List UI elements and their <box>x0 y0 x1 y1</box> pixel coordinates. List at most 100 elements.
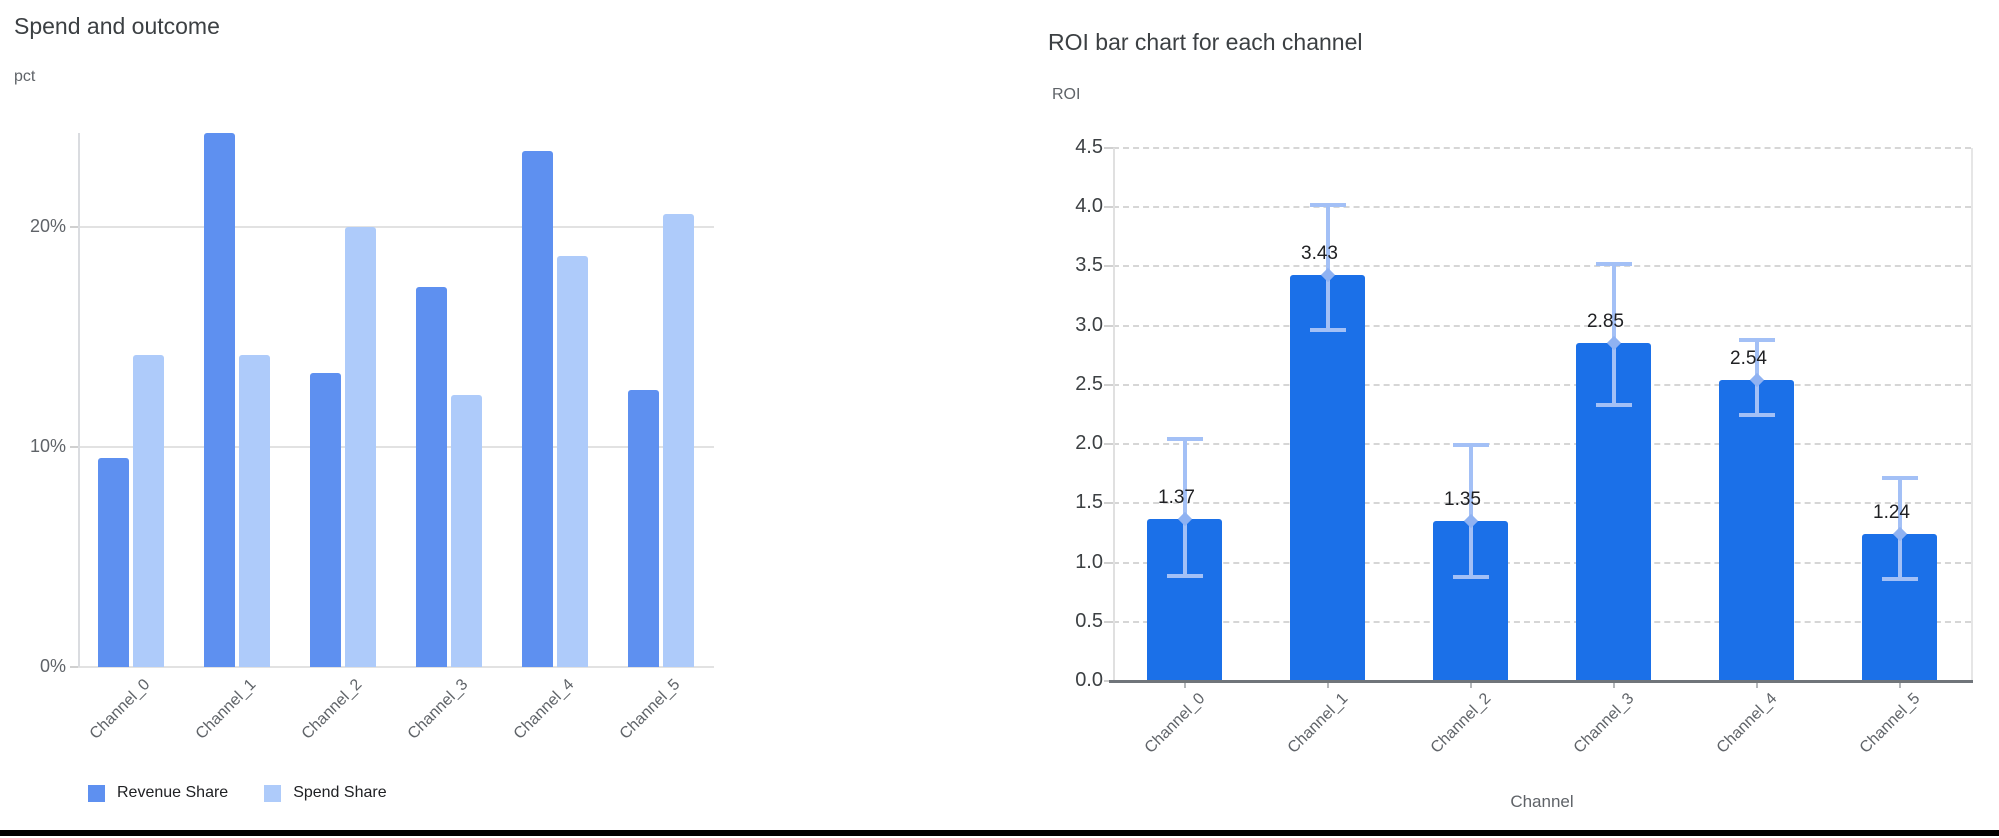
roi-bar <box>1290 274 1365 681</box>
gridline <box>1113 443 1971 446</box>
bar-value-label: 3.43 <box>1301 242 1338 264</box>
error-bar-cap-top <box>1738 337 1775 342</box>
error-bar-cap-bottom <box>1452 574 1489 579</box>
spend-outcome-chart: Spend and outcome pct 0% 10% 20% Channel_0 C… <box>0 0 740 820</box>
error-bar-cap-top <box>1881 476 1918 481</box>
error-bar-line <box>1611 264 1616 405</box>
error-bar-cap-top <box>1166 437 1203 442</box>
error-bar-cap-top <box>1595 262 1632 267</box>
spend-share-bar <box>557 256 588 667</box>
gridline <box>1113 502 1971 505</box>
x-tick-mark <box>1755 681 1758 688</box>
x-tick-mark <box>1898 681 1901 688</box>
y-axis-line <box>78 133 80 667</box>
spend-share-bar <box>451 394 482 667</box>
legend: Revenue Share Spend Share <box>88 784 387 802</box>
error-bar-line <box>1182 439 1187 576</box>
y-tick-label: 4.5 <box>1075 136 1103 158</box>
x-tick-label: Channel_0 <box>1141 690 1209 757</box>
gridline <box>78 666 714 668</box>
revenue-share-bar <box>522 150 553 667</box>
y-tick-mark <box>70 446 78 449</box>
y-tick-mark <box>1104 147 1113 149</box>
error-bar-line <box>1325 204 1330 331</box>
y-tick-label: 2.5 <box>1075 372 1103 395</box>
legend-label: Revenue Share <box>117 784 229 801</box>
gridline <box>1113 383 1971 386</box>
x-tick-label: Channel_3 <box>1570 690 1638 757</box>
y-tick-mark <box>70 226 78 229</box>
bar-value-label: 1.35 <box>1444 489 1481 511</box>
gridline <box>78 446 714 449</box>
y-tick-mark <box>1104 502 1113 505</box>
error-bar-cap-top <box>1309 202 1346 207</box>
right-chart-title: ROI bar chart for each channel <box>1048 29 1363 55</box>
gridline <box>1113 147 1971 149</box>
gridline <box>1113 561 1971 564</box>
x-tick-label: Channel_1 <box>1284 690 1352 757</box>
right-x-axis-title: Channel <box>1510 792 1574 811</box>
roi-bar <box>1719 380 1794 681</box>
window-bottom-border <box>0 830 1999 836</box>
y-tick-label: 20% <box>29 216 66 237</box>
spend-share-bar <box>345 227 376 667</box>
y-tick-label: 3.5 <box>1075 254 1103 277</box>
x-axis-line <box>1109 680 1973 683</box>
x-tick-label: Channel_2 <box>1427 690 1495 757</box>
y-tick-mark <box>1104 206 1113 209</box>
spend-share-bar <box>239 354 270 667</box>
right-y-unit-label: ROI <box>1052 86 1081 103</box>
legend-label: Spend Share <box>293 784 387 801</box>
y-tick-label: 2.0 <box>1075 432 1103 455</box>
revenue-share-bar <box>98 458 129 667</box>
y-tick-mark <box>1104 324 1113 327</box>
y-tick-mark <box>1104 680 1113 682</box>
revenue-share-bar <box>628 390 659 667</box>
x-tick-mark <box>1612 681 1615 688</box>
left-plot-area: 0% 10% 20% Channel_0 Channel_1 Channel_2 Chann… <box>0 0 740 820</box>
y-tick-mark <box>1104 383 1113 386</box>
y-tick-mark <box>70 666 78 668</box>
left-chart-title: Spend and outcome <box>14 13 220 39</box>
gridline <box>78 226 714 229</box>
plot-right-border <box>1971 148 1973 681</box>
y-tick-mark <box>1104 561 1113 564</box>
right-plot-area: 0.0 0.5 1.0 1.5 2.0 2.5 3.0 3.5 4.0 4.5 1.37 Channe… <box>1075 136 1973 757</box>
error-bar-cap-bottom <box>1881 577 1918 582</box>
gridline <box>1113 324 1971 327</box>
x-tick-mark <box>1183 681 1186 688</box>
error-bar-line <box>1468 445 1473 577</box>
legend-item: Revenue Share <box>88 784 228 802</box>
error-bar-cap-bottom <box>1738 412 1775 417</box>
y-tick-mark <box>1104 620 1113 623</box>
y-tick-label: 1.0 <box>1075 550 1103 573</box>
spend-share-bar <box>133 354 164 667</box>
spend-share-bar <box>663 214 694 667</box>
y-axis-line <box>1113 148 1115 681</box>
x-tick-label: Channel_4 <box>1713 690 1781 757</box>
y-tick-mark <box>1104 265 1113 268</box>
y-tick-label: 0.0 <box>1075 669 1103 691</box>
revenue-share-bar <box>310 372 341 667</box>
error-bar-cap-bottom <box>1595 403 1632 408</box>
revenue-share-bar <box>416 286 447 667</box>
bar-value-label: 1.24 <box>1873 502 1910 524</box>
gridline <box>1113 206 1971 209</box>
bar-value-label: 1.37 <box>1158 486 1195 508</box>
bar-value-label: 2.85 <box>1587 311 1624 333</box>
y-tick-label: 10% <box>29 436 66 457</box>
left-y-unit-label: pct <box>14 68 36 85</box>
legend-swatch <box>264 784 282 802</box>
error-bar-cap-bottom <box>1309 328 1346 333</box>
y-tick-label: 1.5 <box>1075 491 1103 514</box>
x-tick-mark <box>1469 681 1472 688</box>
error-bar-cap-top <box>1452 443 1489 448</box>
y-tick-mark <box>1104 443 1113 446</box>
legend-item: Spend Share <box>264 784 387 802</box>
error-bar-cap-bottom <box>1166 573 1203 578</box>
x-tick-mark <box>1326 681 1329 688</box>
y-tick-label: 0% <box>39 656 66 676</box>
bar-value-label: 2.54 <box>1730 348 1767 370</box>
x-tick-label: Channel_5 <box>1856 690 1924 757</box>
